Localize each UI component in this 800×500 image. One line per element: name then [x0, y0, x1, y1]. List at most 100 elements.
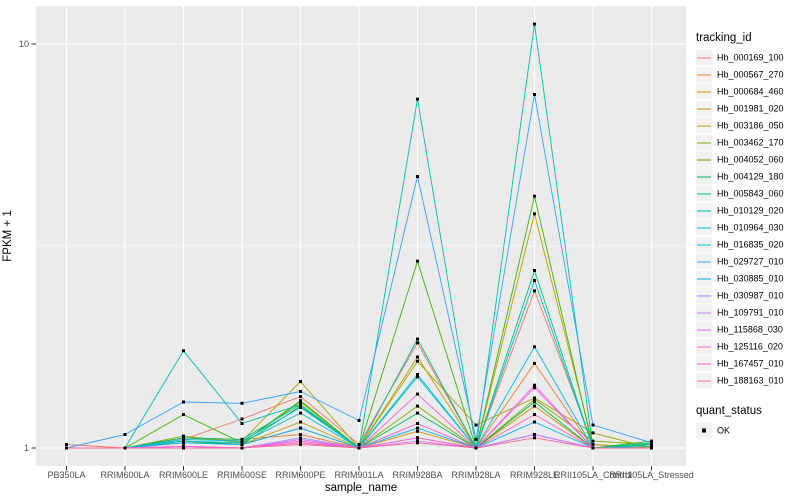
data-point [299, 433, 302, 436]
data-point [65, 443, 68, 446]
data-point [299, 390, 302, 393]
legend-item-Hb_115868_030: Hb_115868_030 [696, 321, 783, 338]
legend-item-label: Hb_010129_020 [717, 205, 784, 216]
data-point [533, 404, 536, 408]
legend-item-label: Hb_000169_100 [717, 52, 784, 63]
data-point [650, 444, 653, 448]
data-point [416, 392, 419, 396]
data-point [299, 399, 302, 403]
data-point [299, 406, 302, 409]
data-point [416, 337, 419, 341]
legend-item-Hb_005843_060: Hb_005843_060 [696, 185, 784, 202]
x-tick-label: RRIM600LA [100, 470, 150, 480]
x-tick-label: RRII105LA_Control [553, 470, 633, 480]
x-tick-label: RRIM928LE [509, 470, 560, 480]
legend-key-swatch [696, 202, 712, 219]
legend-line-icon [697, 244, 711, 246]
data-point [357, 443, 361, 446]
data-point [65, 446, 68, 450]
legend-item-Hb_004052_060: Hb_004052_060 [696, 151, 784, 168]
legend-item-Hb_000169_100: Hb_000169_100 [696, 49, 784, 66]
legend-line-icon [697, 261, 711, 263]
data-point [123, 433, 127, 436]
legend-item-Hb_000684_460: Hb_000684_460 [696, 83, 784, 100]
data-point [299, 441, 302, 445]
data-point [533, 397, 536, 401]
data-point [182, 444, 185, 448]
legend-item-label: Hb_167457_010 [717, 358, 784, 369]
data-point [533, 289, 536, 293]
x-tick-label: RRIM600SE [216, 470, 268, 480]
legend-line-icon [697, 91, 711, 93]
data-point [182, 446, 185, 450]
data-point [533, 22, 536, 26]
legend-item-label: Hb_001981_020 [717, 103, 784, 114]
data-point [123, 446, 127, 450]
legend-item-label: Hb_030987_010 [717, 290, 784, 301]
data-point [182, 436, 185, 440]
x-tick-label: RRIM600PE [275, 470, 326, 480]
data-point [474, 423, 478, 427]
legend-key-swatch [696, 117, 712, 134]
data-point [533, 386, 536, 390]
data-point [533, 413, 536, 417]
legend-line-icon [697, 295, 711, 297]
data-point [357, 419, 361, 422]
y-tick-label: 10 [18, 39, 29, 49]
data-point [240, 441, 244, 445]
legend-item-label: Hb_000684_460 [717, 86, 784, 97]
data-point [299, 437, 302, 441]
legend-item-label: Hb_005843_060 [717, 188, 784, 199]
data-point [299, 420, 302, 424]
y-tick-label: 1 [23, 443, 29, 453]
legend-item-label: OK [717, 425, 731, 435]
legend-line-icon [697, 278, 711, 280]
data-point [474, 437, 478, 441]
legend-item-label: Hb_003186_050 [717, 120, 784, 131]
legend-line-icon [697, 142, 711, 144]
data-point [416, 436, 419, 440]
data-point [533, 383, 536, 387]
data-point [240, 443, 244, 446]
legend-key-swatch [696, 185, 712, 202]
legend-item-label: Hb_030885_010 [717, 273, 784, 284]
legend-item-Hb_003186_050: Hb_003186_050 [696, 117, 784, 134]
data-point [591, 431, 595, 435]
data-point [416, 375, 419, 379]
legend-line-icon [697, 74, 711, 76]
data-point [533, 278, 536, 282]
data-point [533, 361, 536, 365]
legend-item-label: Hb_109791_010 [717, 307, 784, 318]
data-point [650, 443, 653, 446]
data-point [299, 439, 302, 443]
legend-key-swatch [696, 66, 712, 83]
legend-item-Hb_167457_010: Hb_167457_010 [696, 355, 784, 372]
data-point [299, 395, 302, 399]
data-point [591, 446, 595, 450]
x-tick-label: RRIM901LA [334, 470, 384, 480]
data-point [533, 212, 536, 216]
data-point [533, 269, 536, 272]
data-point [240, 437, 244, 441]
data-point [299, 443, 302, 446]
legend-item-label: Hb_003462_170 [717, 137, 784, 148]
legend-key-swatch [696, 49, 712, 66]
data-point [591, 443, 595, 446]
legend-item-label: Hb_125116_020 [717, 341, 783, 352]
data-point [650, 441, 653, 445]
legend-item-Hb_001981_020: Hb_001981_020 [696, 100, 784, 117]
data-point [240, 446, 244, 450]
legend-item-Hb_010964_030: Hb_010964_030 [696, 219, 784, 236]
panel-background [36, 6, 686, 466]
legend-key-swatch [696, 236, 712, 253]
legend-key-swatch [696, 422, 712, 438]
data-point [416, 411, 419, 415]
black-square-icon [702, 428, 706, 432]
data-point [416, 373, 419, 376]
data-point [533, 436, 536, 440]
legend-item-Hb_109791_010: Hb_109791_010 [696, 304, 784, 321]
x-tick-label: RRII105LA_Stressed [609, 470, 694, 480]
legend-item-label: Hb_016835_020 [717, 239, 784, 250]
x-tick-label: PB350LA [47, 470, 86, 480]
